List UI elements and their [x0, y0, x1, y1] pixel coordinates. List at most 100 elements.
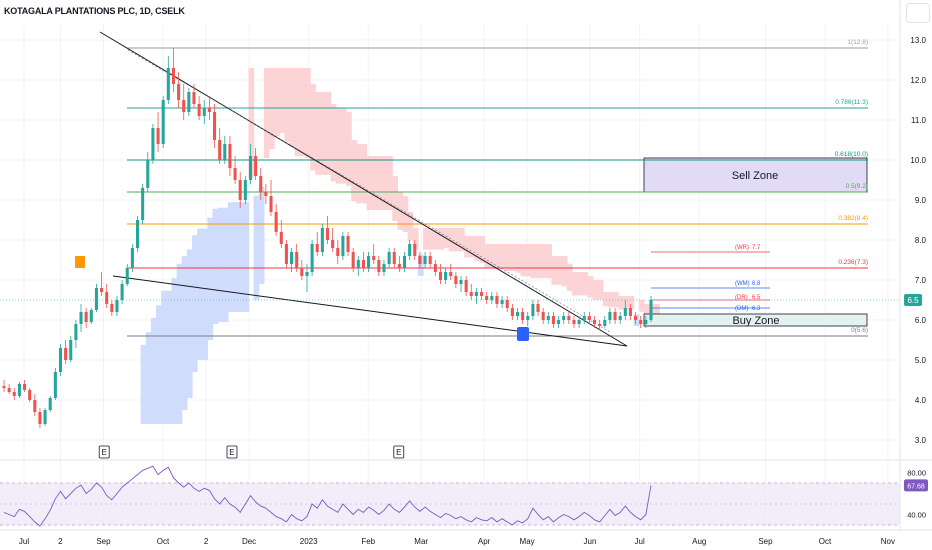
cloud-segment — [494, 244, 501, 270]
rsi-last-label: 67.68 — [907, 483, 925, 490]
cloud-segment — [613, 292, 619, 308]
candle-body — [2, 386, 6, 388]
cloud-segment — [536, 244, 542, 279]
last-price-badge — [904, 294, 922, 306]
cloud-segment — [222, 207, 229, 322]
cloud-segment — [541, 244, 547, 279]
candle-body — [500, 300, 504, 304]
buy-zone-box — [643, 313, 868, 327]
zones-layer: Sell Zone Buy Zone — [643, 157, 868, 327]
earnings-marker — [98, 445, 110, 459]
earnings-marker — [393, 445, 405, 459]
cloud-segment — [566, 264, 573, 291]
cloud-segment — [525, 244, 532, 277]
cloud-segment — [356, 144, 363, 204]
candle-body — [387, 252, 391, 264]
cloud-segment — [248, 68, 255, 178]
cloud-segment — [484, 244, 491, 268]
cloud-segment — [310, 84, 316, 171]
sell-zone-label: Sell Zone — [732, 170, 778, 182]
candle-body — [274, 212, 278, 232]
cloud-segment — [212, 208, 219, 324]
chart-settings-button[interactable] — [906, 3, 930, 23]
candle-body — [603, 320, 607, 326]
cloud-segment — [510, 244, 517, 271]
candle-body — [464, 280, 468, 292]
pivot-label: (WR) — [735, 245, 749, 251]
candle-body — [110, 304, 114, 312]
candle-body — [33, 400, 37, 412]
cloud-segment — [515, 244, 522, 273]
candle-body — [515, 312, 520, 316]
earnings-marker — [226, 445, 238, 459]
candle-body — [377, 260, 381, 272]
cloud-segment — [161, 290, 167, 424]
cloud-segment — [171, 278, 178, 424]
candle-body — [346, 236, 350, 252]
candle-body — [546, 316, 550, 320]
cloud-segment — [407, 212, 414, 241]
time-tick-label: Oct — [157, 537, 170, 546]
cloud-segment — [253, 195, 260, 300]
fib-level-label: 1(12.8) — [847, 39, 868, 46]
candle-body — [634, 316, 638, 320]
candle-body — [295, 252, 299, 268]
cloud-segment — [464, 236, 470, 258]
candle-body — [43, 410, 47, 424]
candle-body — [397, 264, 401, 268]
candle-body — [521, 312, 525, 320]
earnings-marker-label: E — [229, 448, 234, 457]
cloud-segment — [269, 68, 275, 149]
cloud-segment — [320, 92, 327, 175]
pivot-value: 7.7 — [752, 245, 761, 251]
cloud-segment — [176, 263, 183, 424]
candle-body — [325, 228, 330, 240]
candle-body — [531, 304, 535, 316]
rsi-tick-label: 40.00 — [907, 511, 926, 520]
cloud-segment — [423, 228, 429, 250]
candle-body — [269, 196, 273, 212]
candle-body — [300, 268, 304, 276]
candle-body — [649, 300, 653, 320]
cloud-segment — [227, 202, 234, 312]
candle-body — [207, 108, 211, 112]
last-price-label: 6.5 — [907, 296, 919, 305]
candle-body — [438, 272, 442, 280]
candle-body — [557, 320, 561, 324]
candle-body — [541, 312, 545, 320]
cloud-layer — [140, 68, 660, 424]
cloud-segment — [140, 344, 147, 424]
lower-trendline — [112, 275, 628, 347]
pivot-value: 6.3 — [752, 306, 761, 312]
candle-body — [505, 300, 509, 308]
cloud-segment — [489, 244, 496, 268]
cloud-segment — [556, 256, 563, 285]
candle-body — [23, 384, 27, 390]
candle-body — [69, 340, 73, 360]
pivot-label: (DM) — [735, 306, 748, 312]
candle-body — [577, 320, 581, 324]
candle-body — [17, 384, 21, 396]
cloud-segment — [366, 156, 373, 210]
fibonacci-layer: 1(12.8) 0.786(11.3) 0.618(10.0) 0.5(9.2) 0.3… — [127, 39, 868, 337]
fib-level-label: 0(5.6) — [851, 327, 868, 334]
candle-body — [551, 316, 555, 324]
cloud-segment — [546, 244, 553, 279]
candle-body — [171, 68, 175, 84]
candle-body — [38, 412, 42, 424]
cloud-segment — [469, 236, 476, 258]
earnings-marker-label: E — [102, 448, 107, 457]
cloud-segment — [330, 104, 337, 182]
time-tick-label: Sep — [758, 537, 773, 546]
candle-body — [141, 188, 145, 220]
candle-body — [449, 272, 453, 276]
cloud-segment — [381, 156, 388, 210]
cloud-segment — [361, 144, 368, 204]
candle-body — [485, 296, 489, 300]
pivot-value: 6.8 — [752, 281, 761, 287]
cloud-segment — [304, 68, 311, 158]
candle-body — [146, 160, 150, 188]
cloud-segment — [500, 244, 506, 270]
